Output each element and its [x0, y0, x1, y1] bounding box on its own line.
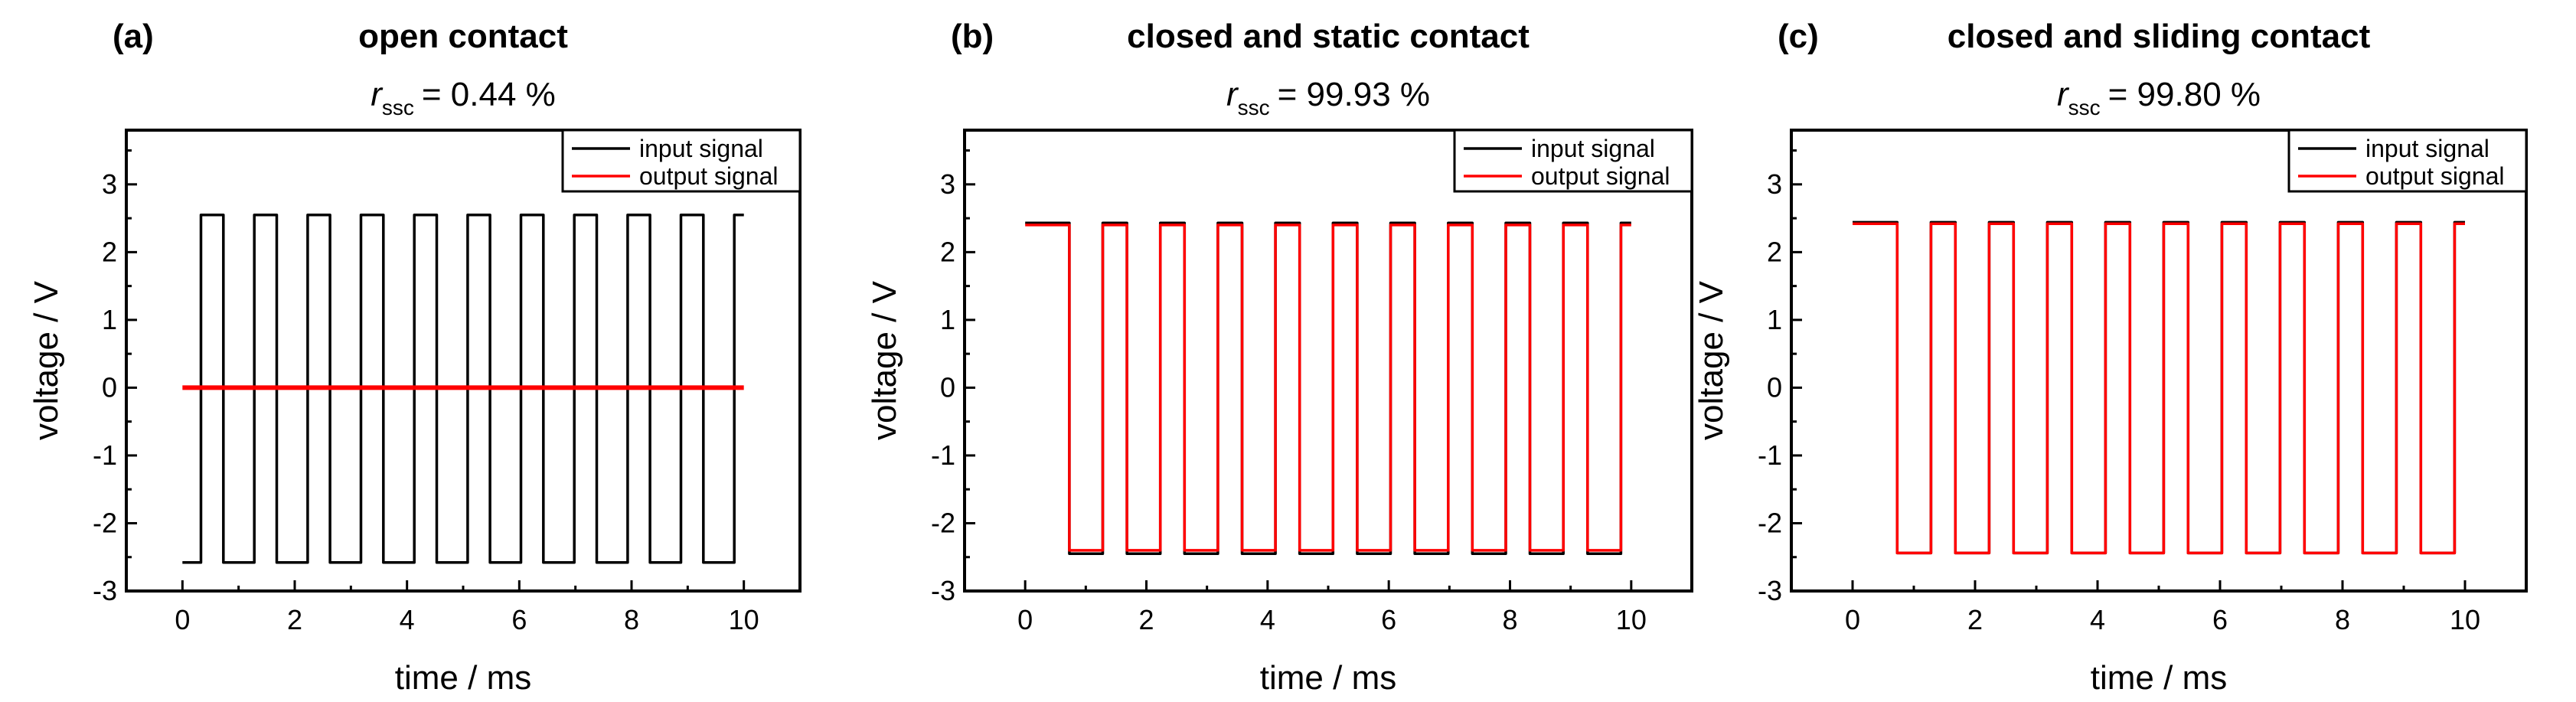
plot-area	[1025, 221, 1631, 556]
x-tick-label: 10	[1616, 604, 1647, 635]
x-tick-label: 0	[1845, 604, 1860, 635]
subtitle-value: = 0.44 %	[422, 76, 556, 113]
y-tick-label: 3	[102, 168, 117, 200]
subtitle-value: = 99.93 %	[1278, 76, 1430, 113]
x-axis-label: time / ms	[395, 659, 531, 697]
x-axis-label: time / ms	[2091, 659, 2227, 697]
x-tick-label: 6	[2212, 604, 2228, 635]
plot-area	[1853, 220, 2465, 555]
plot-frame	[963, 129, 1693, 593]
panel-title: open contact	[358, 18, 568, 55]
y-tick-label: 1	[940, 304, 955, 335]
panel-subtitle: rssc = 0.44 %	[371, 76, 556, 119]
y-tick-label: 2	[940, 236, 955, 267]
legend-entry: output signal	[1531, 162, 1670, 190]
panel-label: (c)	[1778, 18, 1819, 55]
legend-entry: output signal	[2365, 162, 2504, 190]
panel-label: (b)	[951, 18, 994, 55]
y-tick-label: 3	[1767, 168, 1782, 200]
x-tick-label: 4	[1260, 604, 1275, 635]
panel-subtitle: rssc = 99.80 %	[2057, 76, 2261, 119]
x-tick-label: 10	[2450, 604, 2480, 635]
subtitle-symbol: r	[1226, 76, 1239, 113]
panel-subtitle: rssc = 99.93 %	[1226, 76, 1430, 119]
x-tick-label: 4	[2090, 604, 2105, 635]
panel-title: closed and sliding contact	[1948, 18, 2371, 55]
y-tick-label: 1	[1767, 304, 1782, 335]
legend-box	[561, 129, 802, 193]
y-tick-label: -3	[93, 575, 117, 606]
x-tick-label: 8	[1502, 604, 1517, 635]
y-tick-label: -1	[1758, 439, 1782, 471]
legend-entry: input signal	[639, 135, 763, 162]
y-tick-label: 0	[102, 371, 117, 403]
subtitle-symbol: r	[2057, 76, 2070, 113]
x-tick-label: 0	[1017, 604, 1033, 635]
x-tick-label: 2	[287, 604, 302, 635]
y-tick-label: -2	[1758, 507, 1782, 538]
plot-frame	[1790, 129, 2528, 593]
x-tick-label: 4	[400, 604, 415, 635]
x-tick-label: 2	[1138, 604, 1154, 635]
subtitle-subscript: ssc	[1238, 96, 1270, 119]
legend-box	[1453, 129, 1693, 193]
y-tick-label: -3	[931, 575, 955, 606]
y-tick-label: -1	[931, 439, 955, 471]
x-tick-label: 8	[2335, 604, 2350, 635]
y-tick-label: 1	[102, 304, 117, 335]
panel-c: (c) closed and sliding contact rssc = 99.80…	[1693, 18, 2528, 697]
subtitle-subscript: ssc	[2068, 96, 2101, 119]
y-tick-label: -2	[931, 507, 955, 538]
x-axis-label: time / ms	[1260, 659, 1396, 697]
panel-b: (b) closed and static contact rssc = 99.93 …	[866, 18, 1693, 697]
y-tick-label: 3	[940, 168, 955, 200]
subtitle-value: = 99.80 %	[2108, 76, 2261, 113]
y-tick-label: 2	[1767, 236, 1782, 267]
y-tick-label: 0	[1767, 371, 1782, 403]
series-line-input	[1853, 220, 2465, 555]
plot-frame	[125, 129, 802, 593]
subtitle-subscript: ssc	[382, 96, 414, 119]
series-line-output	[1853, 222, 2465, 555]
y-tick-label: -2	[93, 507, 117, 538]
plot-area	[182, 213, 744, 564]
subtitle-symbol: r	[371, 76, 384, 113]
x-tick-label: 6	[511, 604, 527, 635]
x-tick-label: 10	[729, 604, 759, 635]
y-tick-label: 0	[940, 371, 955, 403]
x-tick-label: 6	[1381, 604, 1396, 635]
x-tick-label: 2	[1967, 604, 1983, 635]
panel-title: closed and static contact	[1127, 18, 1530, 55]
y-axis-label: voltage / V	[28, 280, 65, 440]
legend-entry: input signal	[2365, 135, 2489, 162]
legend-entry: input signal	[1531, 135, 1655, 162]
y-tick-label: 2	[102, 236, 117, 267]
series-line-output	[1025, 224, 1631, 552]
panel-label: (a)	[113, 18, 154, 55]
x-tick-label: 8	[624, 604, 639, 635]
legend-entry: output signal	[639, 162, 778, 190]
series-line-input	[1025, 221, 1631, 556]
y-axis-label: voltage / V	[866, 280, 903, 440]
x-tick-label: 0	[175, 604, 190, 635]
y-axis-label: voltage / V	[1693, 280, 1730, 440]
y-tick-label: -3	[1758, 575, 1782, 606]
legend-box	[2287, 129, 2528, 193]
y-tick-label: -1	[93, 439, 117, 471]
